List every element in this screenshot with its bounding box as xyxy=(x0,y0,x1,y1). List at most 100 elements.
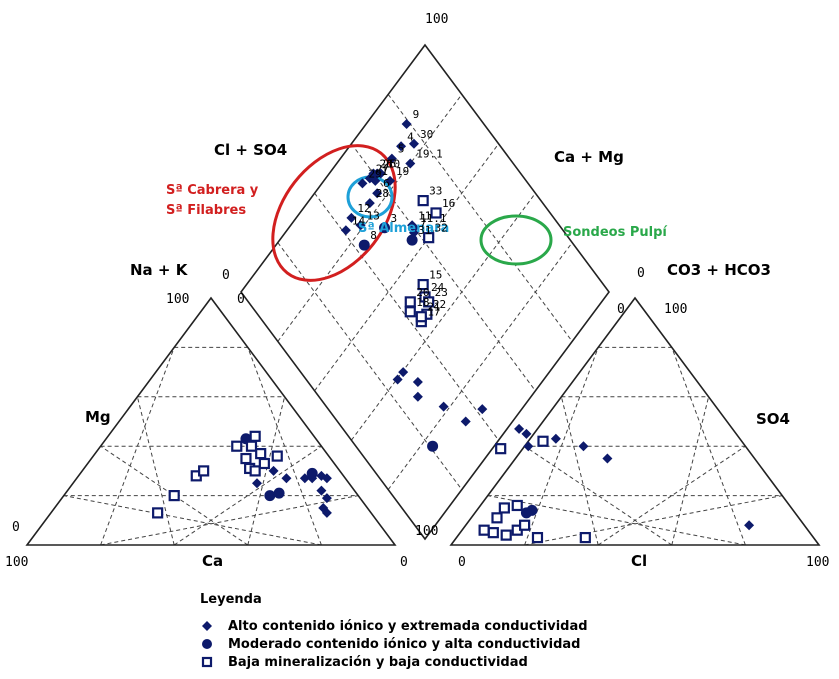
data-point-square xyxy=(417,195,429,207)
axis-label-na-k: Na + K xyxy=(130,261,189,279)
data-point-diamond xyxy=(346,212,357,223)
tick-diamond-left-zero: 0 xyxy=(222,268,230,283)
legend-label: Alto contenido iónico y extremada conduc… xyxy=(228,618,588,634)
data-point-diamond xyxy=(340,225,351,236)
data-point-diamond xyxy=(321,493,332,504)
tick-anion-left-zero: 0 xyxy=(617,302,625,317)
point-label: 11 xyxy=(418,209,431,222)
data-point-circle xyxy=(379,222,391,234)
axis-label-ca-mg: Ca + Mg xyxy=(554,148,624,166)
tick-diamond-top: 100 xyxy=(425,12,448,27)
annotation-almenara: Sª Almenara xyxy=(358,221,449,236)
legend-label: Baja mineralización y baja conductividad xyxy=(228,654,528,670)
data-point-diamond xyxy=(385,175,396,186)
point-label: 7 xyxy=(420,217,427,230)
point-label: 14 xyxy=(352,214,366,227)
point-label: 26 xyxy=(379,157,392,170)
data-point-square xyxy=(255,448,267,460)
data-point-square xyxy=(231,440,243,452)
data-point-square xyxy=(579,531,591,544)
data-point-diamond xyxy=(398,367,409,378)
data-point-square xyxy=(249,465,261,477)
data-point-diamond xyxy=(521,428,532,439)
annotation-pulpi: Sondeos Pulpí xyxy=(563,225,668,240)
data-point-diamond xyxy=(386,153,397,164)
point-label: 9 xyxy=(413,108,420,121)
data-point-square xyxy=(258,457,270,470)
tick-diamond-bottom: 100 xyxy=(415,524,438,539)
data-point-square xyxy=(511,499,523,512)
grid-line xyxy=(524,445,673,546)
data-point-diamond xyxy=(602,453,613,464)
tick-anion-top: 100 xyxy=(664,302,687,317)
diamond-marker-icon xyxy=(202,621,212,631)
point-label: 6 xyxy=(383,177,390,190)
grid-line xyxy=(277,242,463,490)
data-point-diamond xyxy=(355,220,366,231)
tick-diamond-left-inner-zero: 0 xyxy=(237,292,245,307)
point-label: 19.1 xyxy=(416,148,443,161)
grid-line xyxy=(671,396,710,546)
triangle-frame xyxy=(25,296,397,546)
grid-line xyxy=(524,495,783,546)
point-label: 17 xyxy=(427,306,440,319)
legend: Leyenda Alto contenido iónico y extremad… xyxy=(200,592,588,671)
data-point-circle xyxy=(520,507,532,519)
point-layer xyxy=(152,119,755,544)
data-point-diamond xyxy=(316,485,327,496)
data-point-diamond xyxy=(281,473,292,484)
data-point-circle xyxy=(358,239,370,251)
point-label: 24 xyxy=(431,281,445,294)
point-label: 16 xyxy=(442,197,455,210)
point-label: 10 xyxy=(387,157,400,170)
tick-cation-bottom-left: 100 xyxy=(5,555,28,570)
data-point-diamond xyxy=(523,441,534,452)
data-point-diamond xyxy=(405,158,416,169)
axis-label-co3-hco3: CO3 + HCO3 xyxy=(667,261,771,279)
data-point-diamond xyxy=(372,188,383,199)
point-label: 4 xyxy=(407,130,414,143)
data-point-square xyxy=(198,465,210,477)
diamond-frame xyxy=(240,43,610,541)
data-point-square xyxy=(240,452,252,465)
tick-anion-bottom-left: 0 xyxy=(458,555,466,570)
data-point-square xyxy=(152,507,164,519)
point-label: 20 xyxy=(416,286,429,299)
point-label: 32 xyxy=(435,222,448,235)
data-point-diamond xyxy=(408,138,419,149)
grid-line xyxy=(100,445,249,546)
annotation-filabres: Sª Filabres xyxy=(166,203,246,218)
data-point-diamond xyxy=(401,119,412,130)
data-point-square xyxy=(531,531,544,544)
data-point-square xyxy=(495,443,507,455)
circle-marker-icon xyxy=(202,639,212,649)
data-point-circle xyxy=(427,440,439,452)
point-label: 21 xyxy=(427,301,440,314)
axis-label-cl-so4: Cl + SO4 xyxy=(214,141,287,159)
data-point-square xyxy=(415,311,427,323)
point-label: 12 xyxy=(357,202,370,215)
point-label: 1 xyxy=(381,165,388,178)
grid-line xyxy=(387,94,573,342)
data-point-diamond xyxy=(578,441,589,452)
point-label: 33 xyxy=(429,185,442,198)
legend-label: Moderado contenido iónico y alta conduct… xyxy=(228,636,581,652)
triangle-frame xyxy=(449,296,821,546)
data-point-square xyxy=(487,527,499,539)
data-point-diamond xyxy=(438,401,449,412)
grid-line xyxy=(173,445,322,546)
point-label: 28 xyxy=(376,187,389,200)
point-label: 23 xyxy=(435,286,448,299)
point-label: 18 xyxy=(416,296,429,309)
grid-line xyxy=(136,396,175,546)
data-point-diamond xyxy=(321,507,332,518)
data-point-diamond xyxy=(477,404,488,415)
data-point-diamond xyxy=(460,416,471,427)
point-label: 19 xyxy=(396,165,409,178)
data-point-square xyxy=(417,278,429,291)
data-point-diamond xyxy=(321,473,332,484)
data-point-square xyxy=(478,524,490,536)
axis-label-ca: Ca xyxy=(202,552,223,570)
tick-cation-bottom-right: 0 xyxy=(400,555,408,570)
